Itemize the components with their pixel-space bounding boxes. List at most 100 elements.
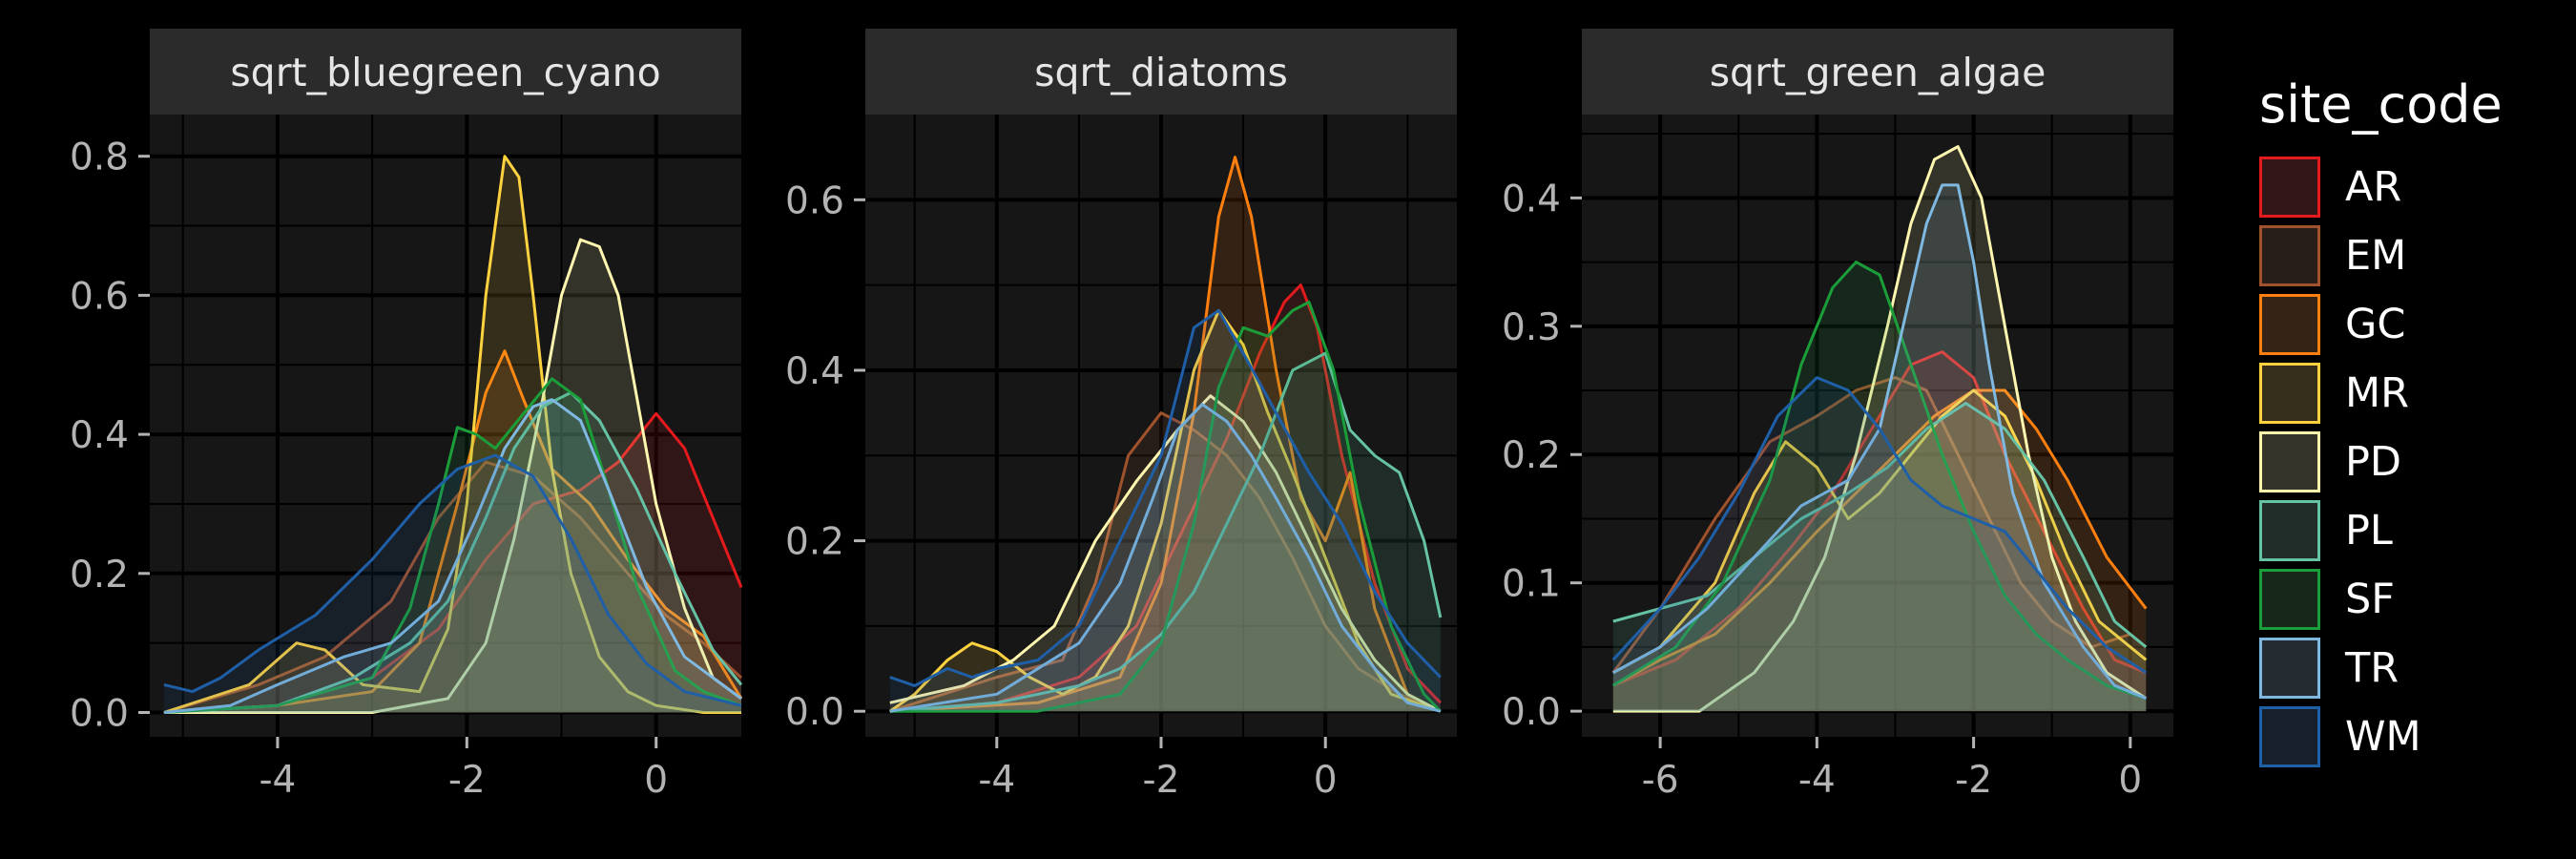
legend-item-sf: SF (2259, 565, 2545, 634)
density-area-pl (889, 353, 1441, 712)
legend-key (2259, 500, 2320, 561)
density-line-gc (1612, 388, 2148, 687)
density-area-pl (163, 392, 741, 713)
facet-panel-1: sqrt_bluegreen_cyano -4 -2 0 0.0 0.2 0.4 0.6 0.8 (70, 29, 743, 802)
legend-items: AR EM GC MR PD PL SF TR WM (2259, 153, 2545, 771)
density-line-mr (888, 308, 1442, 713)
x-tick-label: -2 (1143, 759, 1180, 802)
legend-key (2259, 225, 2320, 286)
density-line-wm (1611, 376, 2148, 675)
legend-item-wm: WM (2259, 702, 2545, 771)
y-tick-label: 0.4 (785, 350, 844, 393)
legend-item-gc: GC (2259, 290, 2545, 359)
density-line-ar (1612, 350, 2147, 687)
y-tick-label: 0.0 (785, 691, 844, 734)
density-area-em (1612, 377, 2147, 712)
x-tick-label: -4 (978, 759, 1015, 802)
density-area-pl (1612, 403, 2147, 712)
x-tick-label: -4 (1798, 759, 1836, 802)
legend-key (2259, 294, 2320, 355)
density-line-mr (163, 155, 741, 714)
y-tick-label: 0.4 (70, 414, 129, 457)
y-tick-label: 0.2 (1502, 434, 1561, 477)
legend-label: GC (2345, 301, 2406, 348)
density-line-tr (1612, 183, 2147, 701)
y-tick-label: 0.2 (785, 521, 844, 564)
legend-key (2259, 363, 2320, 424)
legend-label: PD (2345, 438, 2402, 486)
x-tick-label: -4 (259, 759, 296, 802)
density-area-ar (163, 413, 741, 713)
density-line-gc (163, 349, 743, 714)
legend-key (2259, 157, 2320, 218)
facet-title: sqrt_bluegreen_cyano (230, 50, 660, 95)
facet-title: sqrt_diatoms (1034, 50, 1288, 95)
y-tick-label: 0.1 (1502, 563, 1561, 606)
density-line-wm (163, 453, 742, 707)
y-tick-label: 0.0 (1502, 691, 1561, 734)
density-line-wm (889, 308, 1442, 687)
legend-title: site_code (2259, 74, 2503, 135)
x-tick-label: 0 (1314, 759, 1338, 802)
legend-key (2259, 569, 2320, 630)
facet-strip (1582, 29, 2173, 115)
facet-panel-2: sqrt_diatoms -4 -2 0 0.0 0.2 0.4 0.6 (785, 29, 1457, 802)
density-line-pl (1612, 402, 2148, 649)
density-area-ar (1612, 351, 2147, 712)
y-tick-label: 0.0 (70, 693, 129, 736)
facet-title: sqrt_green_algae (1710, 50, 2046, 95)
legend-key (2259, 706, 2320, 767)
density-area-wm (889, 310, 1441, 712)
density-line-sf (889, 301, 1442, 713)
density-line-gc (889, 156, 1442, 713)
density-area-gc (163, 350, 741, 713)
density-area-ar (889, 284, 1441, 712)
density-area-wm (1612, 377, 2147, 712)
legend-item-pd: PD (2259, 428, 2545, 496)
density-area-wm (163, 455, 741, 713)
y-tick-label: 0.4 (1502, 178, 1561, 220)
legend-label: AR (2345, 163, 2402, 211)
density-line-sf (1612, 261, 2147, 701)
density-line-pd (889, 394, 1442, 713)
density-line-tr (889, 403, 1442, 713)
legend-label: MR (2345, 369, 2409, 417)
legend-key (2259, 431, 2320, 492)
legend-item-pl: PL (2259, 496, 2545, 565)
facet-strip (150, 29, 741, 115)
density-area-mr (1612, 390, 2147, 712)
density-area-tr (163, 399, 741, 713)
density-line-pl (889, 351, 1443, 713)
legend: site_code AR EM GC MR PD PL SF TR WM (2259, 74, 2545, 771)
density-area-pd (889, 395, 1441, 712)
x-tick-label: 0 (2118, 759, 2142, 802)
legend-label: SF (2345, 576, 2396, 623)
density-line-pd (1612, 145, 2148, 713)
x-tick-label: -2 (448, 759, 486, 802)
facet-strip (865, 29, 1457, 115)
x-tick-label: -6 (1642, 759, 1679, 802)
legend-item-mr: MR (2259, 359, 2545, 428)
legend-item-ar: AR (2259, 153, 2545, 221)
x-tick-label: -2 (1955, 759, 1992, 802)
density-line-mr (1612, 388, 2148, 675)
density-line-tr (163, 398, 742, 714)
density-line-ar (889, 283, 1442, 713)
facet-panel-3: sqrt_green_algae -6 -4 -2 0 0.0 0.1 0.2 0.3 0.4 (1502, 29, 2173, 802)
y-tick-label: 0.8 (70, 136, 129, 179)
y-tick-label: 0.6 (70, 275, 129, 318)
legend-label: TR (2345, 644, 2399, 692)
legend-label: PL (2345, 507, 2393, 555)
legend-label: EM (2345, 232, 2407, 280)
y-tick-label: 0.6 (785, 179, 844, 222)
y-tick-label: 0.2 (70, 554, 129, 597)
legend-item-em: EM (2259, 221, 2545, 290)
density-area-sf (889, 302, 1441, 712)
x-tick-label: 0 (644, 759, 668, 802)
density-area-gc (889, 157, 1441, 712)
density-area-sf (1612, 262, 2147, 712)
legend-label: WM (2345, 713, 2421, 761)
legend-item-tr: TR (2259, 634, 2545, 702)
y-tick-label: 0.3 (1502, 306, 1561, 349)
